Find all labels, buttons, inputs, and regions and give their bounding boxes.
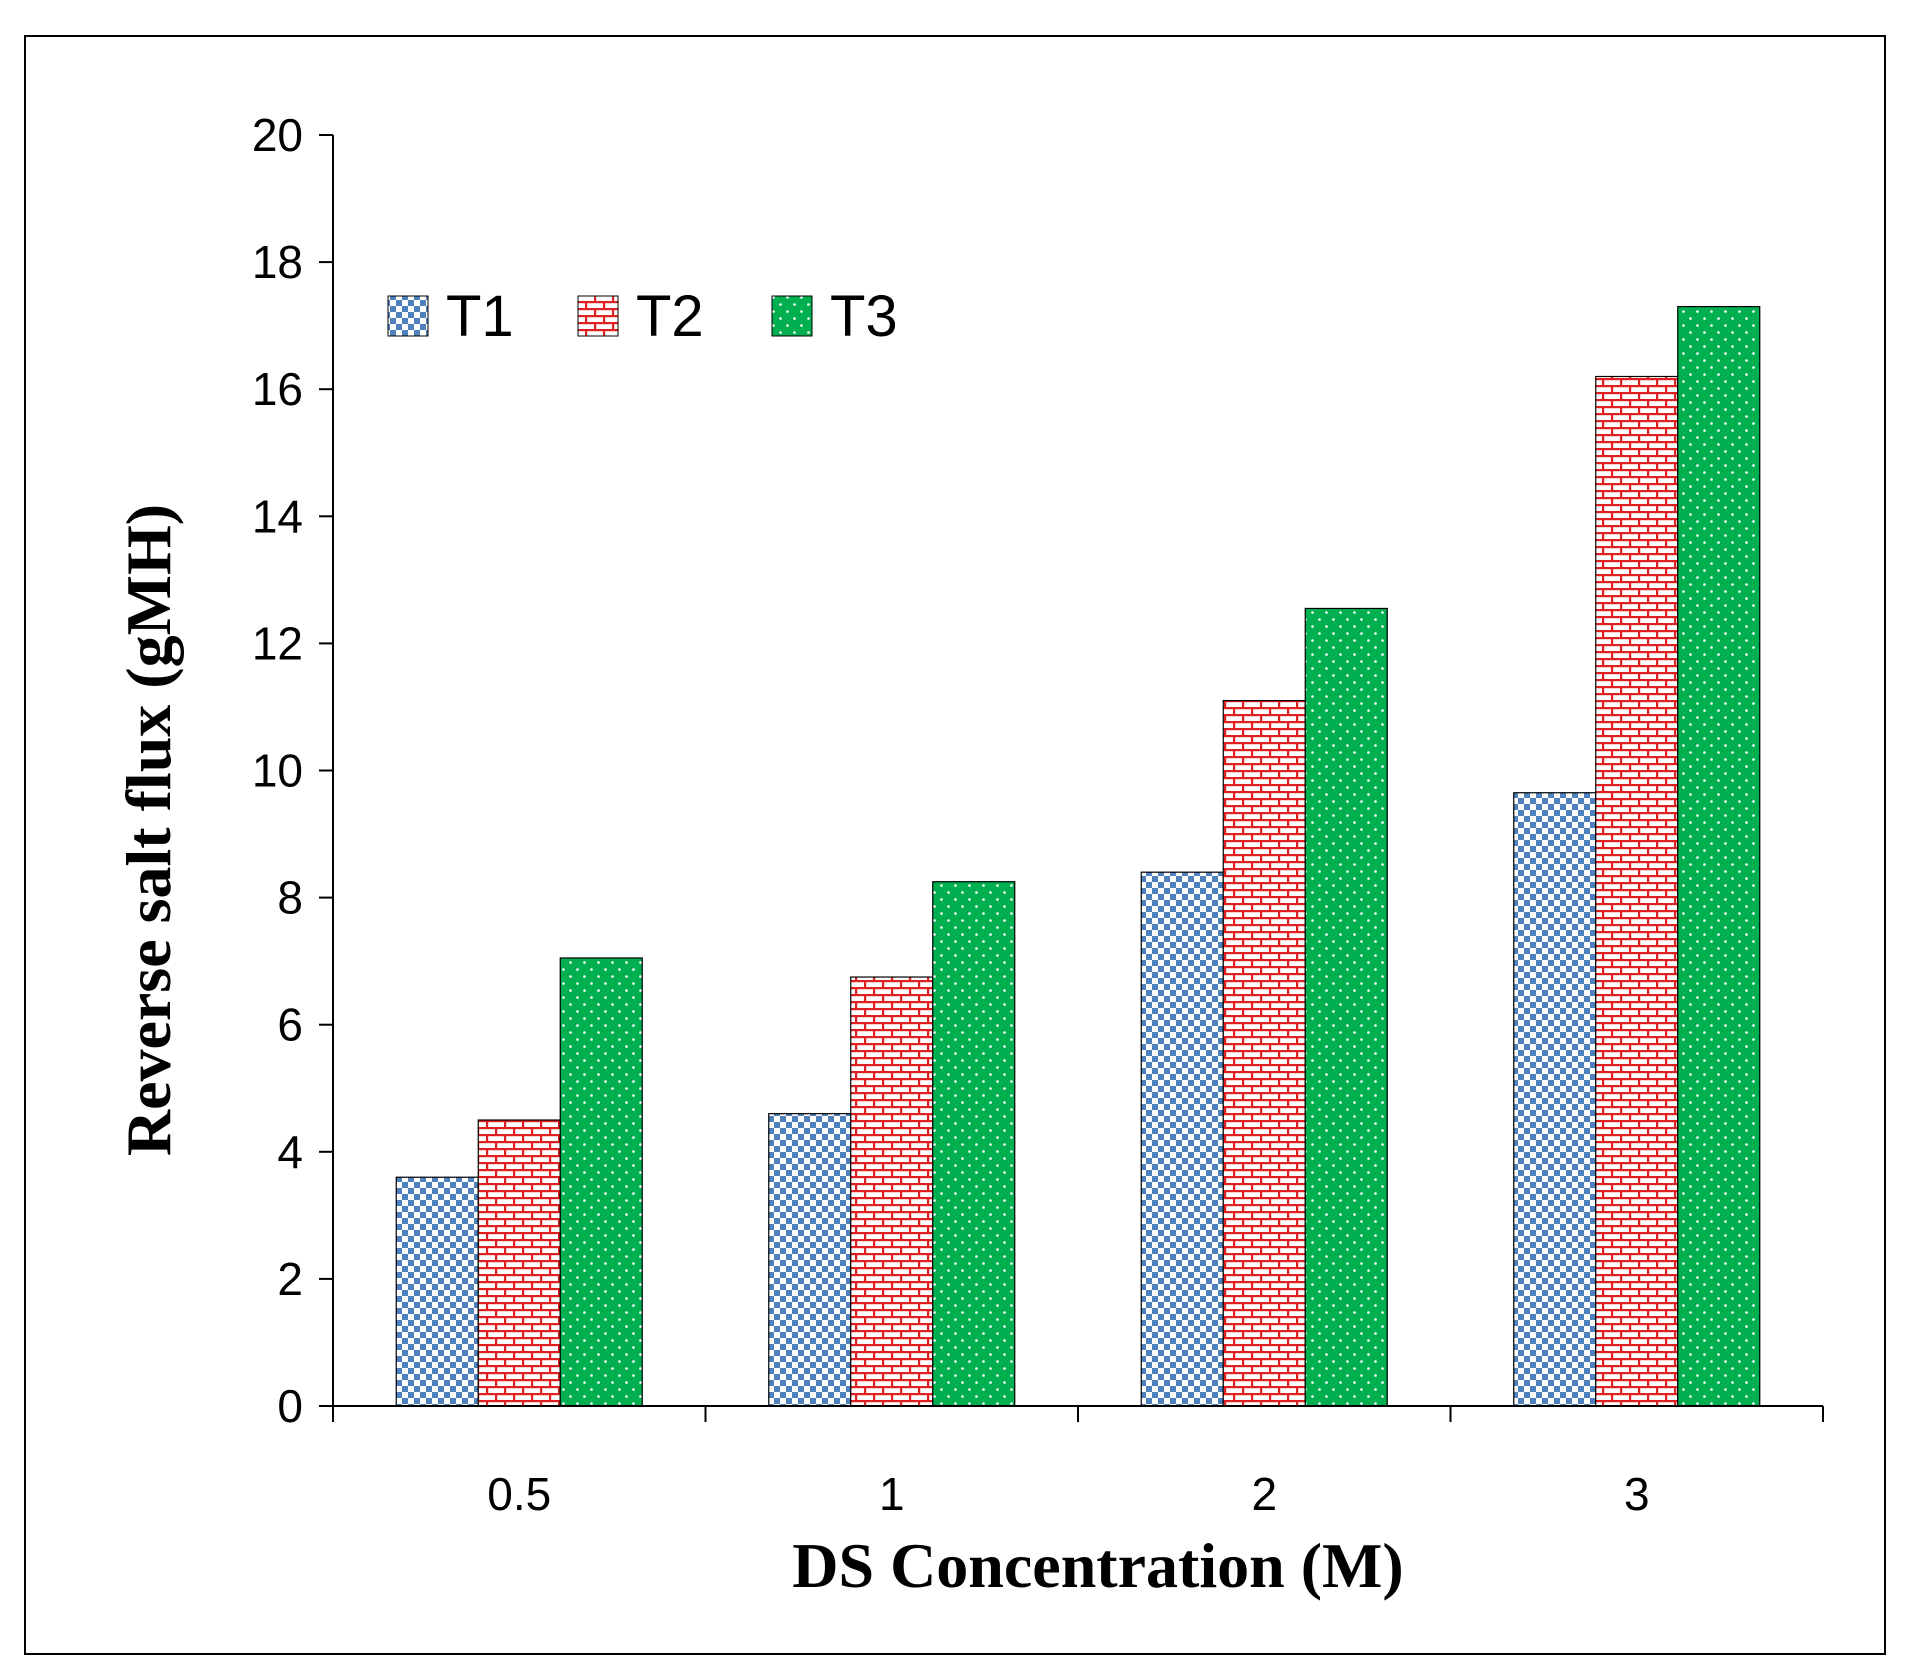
y-tick-label: 12 — [252, 617, 303, 669]
y-tick-label: 16 — [252, 363, 303, 415]
y-tick-label: 18 — [252, 236, 303, 288]
bar-t2-1 — [850, 976, 934, 1407]
x-tick-label: 3 — [1624, 1468, 1650, 1520]
legend-label-t3: T3 — [830, 284, 898, 349]
y-tick-label: 4 — [277, 1126, 303, 1178]
legend-label-t1: T1 — [446, 284, 514, 349]
legend: T1 T2 T3 — [387, 284, 898, 349]
y-tick-label: 6 — [277, 999, 303, 1051]
legend-swatch-t1 — [387, 295, 429, 337]
bar-t3-1 — [932, 881, 1016, 1407]
x-axis-title: DS Concentration (M) — [792, 1530, 1403, 1601]
y-tick-label: 2 — [277, 1253, 303, 1305]
y-tick-label: 20 — [252, 109, 303, 161]
bar-t3-3 — [1677, 305, 1761, 1407]
bars-group — [395, 305, 1761, 1407]
bar-t1-2 — [1140, 871, 1224, 1407]
y-tick-label: 14 — [252, 490, 303, 542]
legend-swatch-t3 — [771, 295, 813, 337]
x-tick-label: 0.5 — [487, 1468, 551, 1520]
bar-t1-1 — [768, 1113, 852, 1407]
y-tick-label: 8 — [277, 872, 303, 924]
legend-swatch-t2 — [577, 295, 619, 337]
bar-t1-3 — [1513, 792, 1597, 1407]
axes-group — [319, 134, 1824, 1422]
y-tick-label: 0 — [277, 1380, 303, 1432]
bar-t2-0_5 — [477, 1119, 561, 1407]
y-tick-labels: 0 2 4 6 8 10 12 14 16 18 20 — [252, 109, 303, 1432]
bar-t1-0_5 — [395, 1176, 479, 1407]
legend-label-t2: T2 — [636, 284, 704, 349]
y-axis-title: Reverse salt flux (gMH) — [113, 504, 184, 1156]
x-tick-labels: 0.5 1 2 3 — [487, 1468, 1649, 1520]
bar-t3-0_5 — [559, 957, 643, 1407]
bar-t3-2 — [1304, 607, 1388, 1407]
y-tick-label: 10 — [252, 745, 303, 797]
bar-t2-3 — [1595, 375, 1679, 1407]
x-tick-label: 1 — [879, 1468, 905, 1520]
x-tick-label: 2 — [1251, 1468, 1277, 1520]
bar-t2-2 — [1222, 699, 1306, 1407]
